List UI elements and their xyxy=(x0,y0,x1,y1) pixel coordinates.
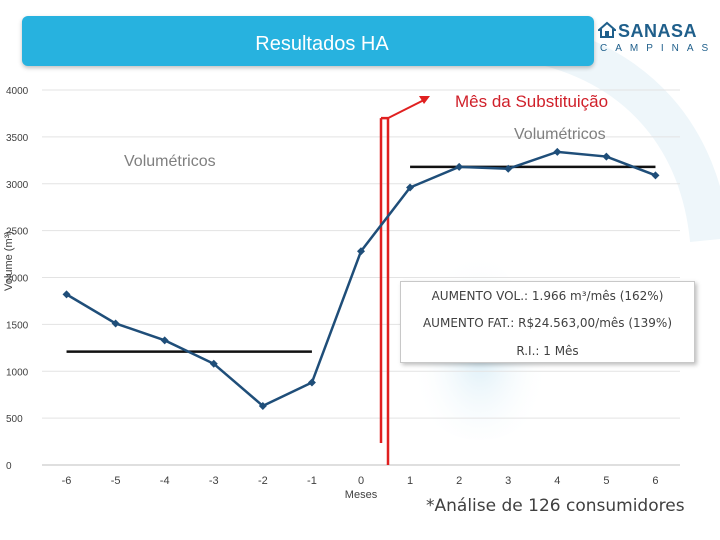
data-point xyxy=(357,247,365,256)
y-tick-label: 3500 xyxy=(6,133,29,144)
y-tick-label: 2500 xyxy=(6,227,29,238)
x-tick-label: 4 xyxy=(554,475,560,487)
x-tick-label: 0 xyxy=(358,475,364,487)
volumetricos-label-after: Volumétricos xyxy=(514,126,606,143)
x-tick-label: 3 xyxy=(505,475,511,487)
info-billing-increase: AUMENTO FAT.: R$24.563,00/mês (139%) xyxy=(422,316,673,330)
logo-wordmark: SANASA xyxy=(618,21,698,41)
y-axis-title: Volume (m³) xyxy=(3,231,15,291)
results-info-box xyxy=(400,281,695,363)
data-point xyxy=(553,147,562,156)
info-return-time: R.I.: 1 Mês xyxy=(516,344,579,358)
data-point xyxy=(160,336,169,345)
page-title: Resultados HA xyxy=(255,33,389,55)
y-tick-label: 1000 xyxy=(6,367,29,378)
x-tick-label: -2 xyxy=(258,475,268,487)
footnote: *Análise de 126 consumidores xyxy=(426,496,685,516)
x-tick-label: -5 xyxy=(111,475,121,487)
logo-subtitle: CAMPINAS xyxy=(600,43,717,54)
data-point xyxy=(651,171,660,180)
series-line xyxy=(65,150,656,408)
x-tick-label: -4 xyxy=(160,475,170,487)
substitution-arrow xyxy=(387,99,425,120)
y-tick-label: 4000 xyxy=(6,86,29,97)
substitution-label: Mês da Substituição xyxy=(455,92,609,111)
y-tick-label: 2000 xyxy=(6,274,29,285)
y-tick-label: 1500 xyxy=(6,320,29,331)
logo-house-icon xyxy=(598,21,616,38)
x-tick-label: -6 xyxy=(62,475,72,487)
x-tick-label: -1 xyxy=(307,475,317,487)
data-point xyxy=(62,290,71,299)
data-point xyxy=(258,401,267,410)
data-point xyxy=(406,183,415,192)
data-point xyxy=(111,319,120,328)
substitution-arrowhead xyxy=(419,96,430,104)
title-bar xyxy=(22,16,594,66)
x-tick-label: 6 xyxy=(652,475,658,487)
info-volume-increase: AUMENTO VOL.: 1.966 m³/mês (162%) xyxy=(431,289,664,303)
y-tick-label: 500 xyxy=(6,414,23,425)
volumetricos-label-before: Volumétricos xyxy=(124,153,216,170)
y-tick-label: 0 xyxy=(6,461,12,472)
data-point xyxy=(602,152,611,161)
data-point xyxy=(504,164,513,173)
x-tick-label: 2 xyxy=(456,475,462,487)
data-point xyxy=(307,378,316,387)
x-axis-title: Meses xyxy=(345,489,378,501)
x-tick-label: 1 xyxy=(407,475,413,487)
data-point xyxy=(455,162,464,171)
y-tick-label: 3000 xyxy=(6,180,29,191)
data-point xyxy=(209,359,218,368)
x-tick-label: 5 xyxy=(603,475,609,487)
x-tick-label: -3 xyxy=(209,475,219,487)
